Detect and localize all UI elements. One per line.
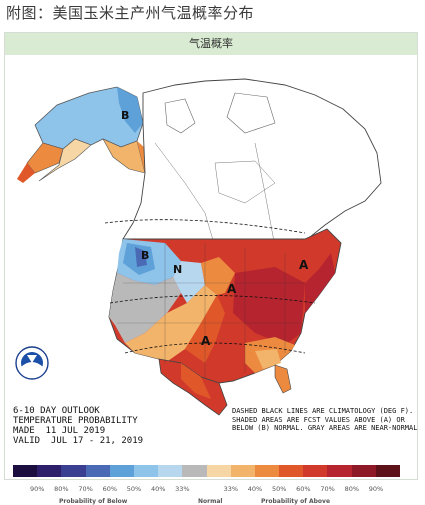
map-label-central-above: A <box>227 282 237 296</box>
scale-label: 70% <box>320 485 335 493</box>
map-label-alaska-below: B <box>121 109 129 122</box>
legend-note: DASHED BLACK LINES ARE CLIMATOLOGY (DEG … <box>232 407 418 432</box>
scale-label: 70% <box>78 485 93 493</box>
below-category-title: Probability of Below <box>59 498 128 505</box>
outlook-info: 6-10 DAY OUTLOOK TEMPERATURE PROBABILITY M… <box>13 406 143 446</box>
outlook-line-2: TEMPERATURE PROBABILITY <box>13 416 138 426</box>
scale-label: 60% <box>102 485 118 493</box>
probability-scale-labels: 90% 80% 70% 60% 50% 40% 33% 33% 40% 50% 60% 70% 80% 9… <box>13 485 409 495</box>
map-label-north-normal: N <box>173 263 182 276</box>
scale-label: 40% <box>247 485 263 493</box>
scale-swatch <box>61 465 86 477</box>
panel-title: 气温概率 <box>5 33 417 55</box>
outlook-map: B B N A A A <box>15 78 382 416</box>
scale-swatch <box>206 465 231 477</box>
scale-label: 60% <box>296 485 311 493</box>
scale-swatch <box>158 465 183 477</box>
scale-swatch <box>230 465 255 477</box>
outlook-line-4: VALID JUL 17 - 21, 2019 <box>13 436 144 446</box>
probability-color-scale <box>13 465 400 477</box>
above-category-title: Probability of Above <box>261 498 331 505</box>
normal-category-title: Normal <box>198 498 223 505</box>
map-label-east-above: A <box>299 258 309 272</box>
scale-label: 33% <box>223 485 239 493</box>
scale-swatch <box>109 465 134 477</box>
scale-swatch <box>375 465 400 477</box>
map-label-south-above: A <box>201 334 211 348</box>
scale-swatch <box>133 465 159 477</box>
scale-label: 50% <box>271 485 287 493</box>
scale-swatch <box>182 465 207 477</box>
scale-label: 80% <box>344 485 360 493</box>
outlook-map-panel: 气温概率 <box>4 32 418 505</box>
alaska-region <box>17 86 155 183</box>
page-caption: 附图：美国玉米主产州气温概率分布 <box>6 4 255 22</box>
scale-label: 90% <box>29 485 45 493</box>
scale-label: 50% <box>126 485 142 493</box>
scale-swatch <box>85 465 110 477</box>
scale-swatch <box>13 465 38 477</box>
scale-label: 90% <box>368 485 384 493</box>
noaa-logo <box>15 346 49 380</box>
scale-swatch <box>351 465 376 477</box>
scale-label: 80% <box>54 485 69 493</box>
map-label-northwest-below: B <box>141 249 149 262</box>
scale-label: 33% <box>175 485 190 493</box>
outlook-line-1: 6-10 DAY OUTLOOK <box>13 406 100 416</box>
scale-swatch <box>279 465 304 477</box>
outlook-line-3: MADE 11 JUL 2019 <box>13 426 106 436</box>
scale-swatch <box>303 465 328 477</box>
scale-swatch <box>37 465 62 477</box>
scale-label: 40% <box>150 485 166 493</box>
scale-swatch <box>327 465 352 477</box>
scale-swatch <box>254 465 280 477</box>
